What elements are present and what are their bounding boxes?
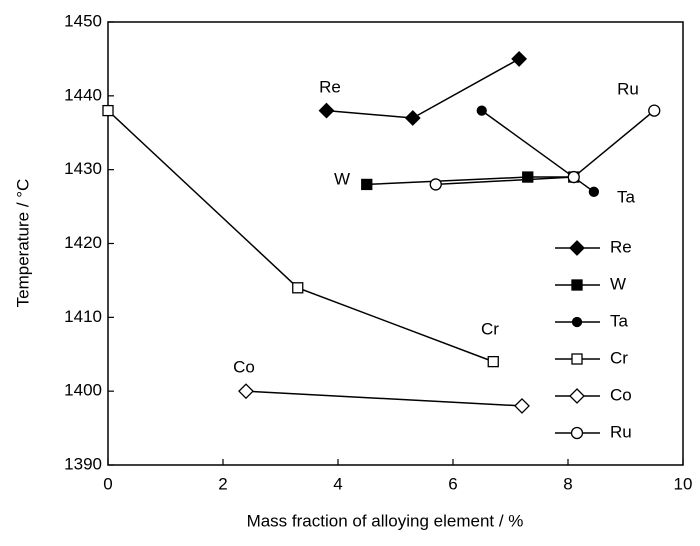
- legend-marker: [569, 240, 585, 256]
- legend-marker: [570, 426, 584, 440]
- series-annotation: Ta: [617, 187, 636, 206]
- data-point: [404, 110, 421, 126]
- data-point: [514, 398, 530, 414]
- series-annotation: Re: [319, 77, 341, 96]
- series-line: [245, 390, 523, 407]
- data-point: [292, 282, 304, 294]
- y-axis-label: Temperature / °C: [13, 179, 32, 308]
- series-annotation: W: [334, 169, 350, 188]
- y-tick-label: 1400: [64, 381, 102, 400]
- legend-label: Ru: [610, 422, 632, 441]
- data-point: [511, 50, 528, 67]
- data-point: [238, 383, 254, 400]
- data-point: [361, 178, 373, 191]
- legend-label: Cr: [610, 348, 628, 367]
- data-point: [588, 186, 600, 197]
- legend-marker: [571, 279, 583, 291]
- series-annotation: Ru: [617, 79, 639, 98]
- y-tick-label: 1390: [64, 454, 102, 473]
- legend-label: Re: [610, 237, 632, 256]
- x-tick-label: 8: [563, 474, 572, 493]
- series-line: [435, 110, 655, 186]
- legend-marker: [571, 353, 583, 365]
- y-tick-label: 1410: [64, 307, 102, 326]
- series-annotation: Co: [233, 357, 255, 376]
- x-tick-label: 4: [333, 474, 342, 493]
- data-point: [487, 355, 499, 368]
- series-line: [326, 58, 520, 119]
- series-line: [107, 110, 494, 363]
- data-point: [648, 104, 661, 117]
- y-tick-label: 1440: [64, 85, 102, 104]
- legend-label: W: [610, 274, 626, 293]
- x-tick-label: 0: [103, 474, 112, 493]
- x-tick-label: 6: [448, 474, 457, 493]
- legend-marker: [569, 388, 585, 404]
- legend-label: Ta: [610, 311, 629, 330]
- y-tick-label: 1430: [64, 159, 102, 178]
- x-axis-label: Mass fraction of alloying element / %: [247, 511, 524, 530]
- series-annotation: Cr: [481, 319, 499, 338]
- data-point: [102, 104, 114, 117]
- legend-marker: [571, 316, 583, 328]
- data-point: [429, 178, 442, 191]
- legend-label: Co: [610, 385, 632, 404]
- data-point: [318, 102, 335, 119]
- x-tick-label: 10: [674, 474, 693, 493]
- y-tick-label: 1420: [64, 233, 102, 252]
- data-point: [522, 171, 534, 183]
- y-tick-label: 1450: [64, 11, 102, 30]
- data-point: [567, 170, 580, 184]
- x-tick-label: 2: [218, 474, 227, 493]
- data-point: [476, 105, 487, 116]
